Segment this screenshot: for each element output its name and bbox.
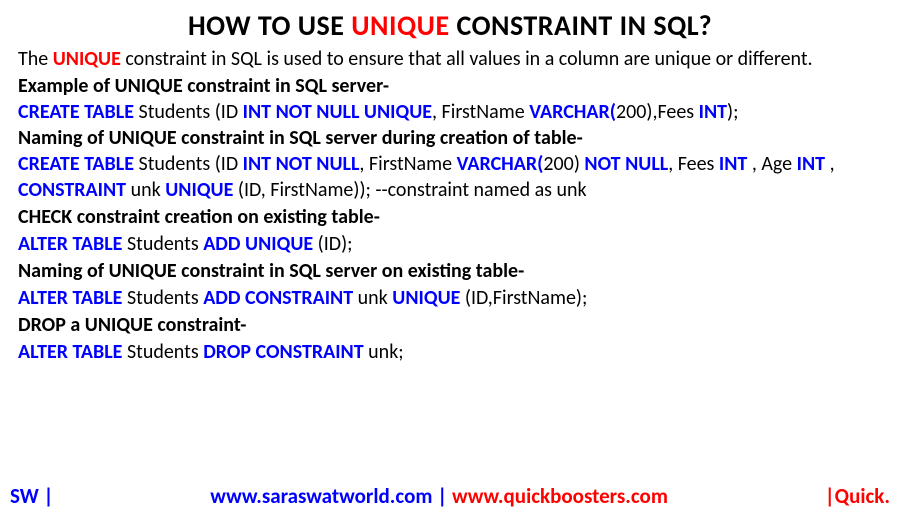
kw-alter-table: ALTER TABLE bbox=[18, 340, 127, 364]
code-text: Students bbox=[127, 340, 203, 364]
code-text: 200) bbox=[543, 152, 584, 176]
heading-naming-create: Naming of UNIQUE constraint in SQL serve… bbox=[18, 126, 882, 151]
kw-unique: UNIQUE bbox=[392, 286, 465, 310]
code-ex4: ALTER TABLE Students ADD CONSTRAINT unk … bbox=[18, 286, 882, 311]
code-text: (ID,FirstName); bbox=[465, 286, 587, 310]
code-text: unk bbox=[358, 286, 393, 310]
kw-int: INT bbox=[719, 152, 752, 176]
code-text: , FirstName bbox=[432, 100, 529, 124]
heading-example: Example of UNIQUE constraint in SQL serv… bbox=[18, 74, 882, 99]
code-text: , Age bbox=[752, 152, 797, 176]
title-keyword: UNIQUE bbox=[351, 8, 449, 43]
heading-drop: DROP a UNIQUE constraint- bbox=[18, 313, 882, 338]
code-text: Students bbox=[127, 286, 203, 310]
code-text: , FirstName bbox=[359, 152, 456, 176]
code-ex2a: CREATE TABLE Students (ID INT NOT NULL, … bbox=[18, 153, 882, 176]
footer-bar: SW | www.saraswatworld.com | www.quickbo… bbox=[0, 483, 900, 509]
code-text: (ID); bbox=[318, 232, 353, 256]
code-ex1: CREATE TABLE Students (ID INT NOT NULL U… bbox=[18, 101, 882, 124]
kw-create-table: CREATE TABLE bbox=[18, 152, 139, 176]
heading-naming-existing: Naming of UNIQUE constraint in SQL serve… bbox=[18, 259, 882, 284]
footer-center: www.saraswatworld.com | www.quickbooster… bbox=[210, 483, 668, 509]
code-ex2b: CONSTRAINT unk UNIQUE (ID, FirstName)); … bbox=[18, 178, 882, 203]
kw-unique: UNIQUE bbox=[165, 178, 238, 202]
kw-create-table: CREATE TABLE bbox=[18, 100, 139, 124]
code-ex3: ALTER TABLE Students ADD UNIQUE (ID); bbox=[18, 232, 882, 257]
kw-int-notnull-unique: INT NOT NULL UNIQUE bbox=[243, 100, 432, 124]
footer-right: |Quick. bbox=[825, 483, 890, 509]
kw-add-unique: ADD UNIQUE bbox=[203, 232, 317, 256]
footer-url-1: www.saraswatworld.com bbox=[210, 483, 437, 509]
kw-int: INT bbox=[699, 100, 727, 124]
code-text: ); bbox=[727, 100, 738, 124]
kw-varchar: VARCHAR( bbox=[457, 152, 544, 176]
kw-drop-constraint: DROP CONSTRAINT bbox=[203, 340, 368, 364]
code-text: Students bbox=[127, 232, 203, 256]
kw-alter-table: ALTER TABLE bbox=[18, 232, 127, 256]
code-text: (ID, FirstName)); --constraint named as … bbox=[238, 178, 587, 202]
intro-keyword: UNIQUE bbox=[53, 47, 121, 71]
code-text: unk; bbox=[368, 340, 403, 364]
kw-constraint: CONSTRAINT bbox=[18, 178, 131, 202]
kw-int: INT bbox=[797, 152, 830, 176]
title-post: CONSTRAINT IN SQL? bbox=[450, 8, 712, 43]
heading-check: CHECK constraint creation on existing ta… bbox=[18, 205, 882, 230]
code-text: , bbox=[830, 152, 835, 176]
code-text: Students (ID bbox=[139, 100, 243, 124]
kw-add-constraint: ADD CONSTRAINT bbox=[203, 286, 357, 310]
code-text: , Fees bbox=[668, 152, 719, 176]
page-title: HOW TO USE UNIQUE CONSTRAINT IN SQL? bbox=[18, 8, 882, 43]
kw-notnull: NOT NULL bbox=[584, 152, 668, 176]
title-pre: HOW TO USE bbox=[188, 8, 351, 43]
code-text: 200),Fees bbox=[616, 100, 699, 124]
footer-sep: | bbox=[437, 483, 447, 509]
code-ex5: ALTER TABLE Students DROP CONSTRAINT unk… bbox=[18, 340, 882, 365]
kw-int-notnull: INT NOT NULL bbox=[243, 152, 360, 176]
code-text: unk bbox=[131, 178, 166, 202]
intro-text: The UNIQUE constraint in SQL is used to … bbox=[18, 47, 882, 72]
footer-left: SW | bbox=[10, 483, 54, 509]
intro-c: constraint in SQL is used to ensure that… bbox=[121, 47, 813, 71]
footer-url-2: www.quickboosters.com bbox=[447, 483, 668, 509]
kw-varchar: VARCHAR( bbox=[529, 100, 616, 124]
code-text: Students (ID bbox=[139, 152, 243, 176]
kw-alter-table: ALTER TABLE bbox=[18, 286, 127, 310]
intro-a: The bbox=[18, 47, 53, 71]
